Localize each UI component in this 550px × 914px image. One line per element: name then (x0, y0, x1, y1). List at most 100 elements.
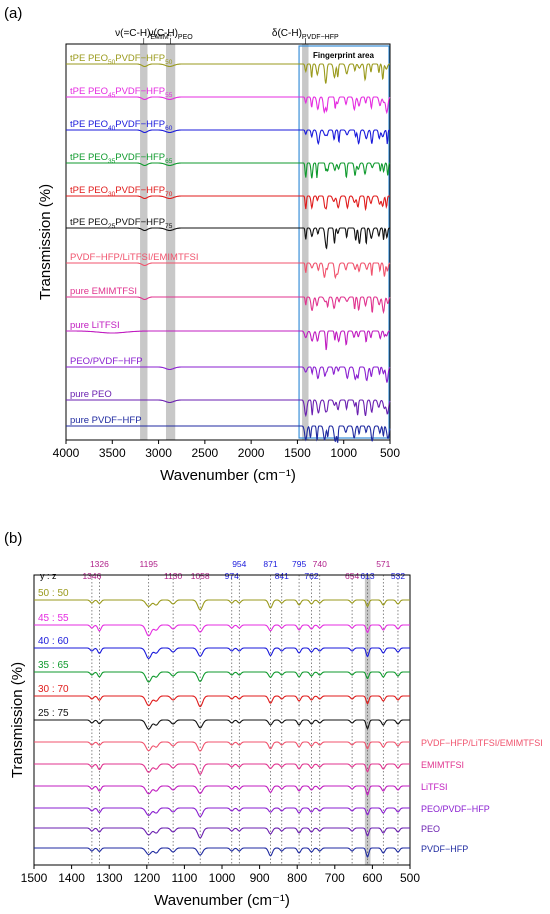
series-label-a: PVDF−HFP/LiTFSI/EMIMTFSI (70, 252, 199, 263)
x-tick-label-b: 500 (400, 871, 420, 885)
series-label-a: tPE PEO45PVDF−HFP55 (70, 86, 173, 99)
peak-label: 762 (304, 571, 318, 581)
panel-a: (a) ν(=C-H)EMIM⁺ν(C-H)PEO δ(C-H)PVDF−HFP Fi… (4, 5, 400, 484)
x-tick-label-a: 500 (380, 446, 400, 460)
y-axis-label-a: Transmission (%) (37, 184, 54, 300)
series-label-b: EMIMTFSI (421, 760, 464, 770)
peak-label: 532 (391, 571, 405, 581)
peak-label: 1346 (82, 571, 101, 581)
x-tick-label-a: 2500 (192, 446, 219, 460)
series-label-b: 25 : 75 (38, 708, 69, 719)
spectrum-line-a (66, 262, 391, 280)
x-tick-label-b: 1200 (133, 871, 160, 885)
spectrum-line-b (34, 847, 410, 858)
x-axis-label-b: Wavenumber (cm⁻¹) (154, 892, 290, 909)
spectrum-line-a (66, 296, 391, 315)
spectrum-line-b (34, 827, 410, 839)
peak-label: 795 (292, 559, 306, 569)
spectrum-line-b (34, 647, 410, 660)
peak-label: 740 (313, 559, 327, 569)
series-label-a: tPE PEO35PVDF−HFP65 (70, 152, 173, 165)
axes-frame-a (65, 43, 391, 441)
x-tick-label-b: 1300 (96, 871, 123, 885)
series-label-b: 30 : 70 (38, 684, 69, 695)
series-label-a: tPE PEO25PVDF−HFP75 (70, 217, 173, 230)
panel-b: (b) 1326 1195 954 871 795 740 571 1346 1130 1058 97… (4, 530, 543, 909)
fingerprint-box (298, 45, 390, 439)
spectrum-line-b (34, 695, 410, 708)
x-tick-label-a: 3000 (145, 446, 172, 460)
spectrum-line-b (34, 785, 410, 796)
spectrum-line-a (66, 63, 390, 84)
series-label-a: pure PEO (70, 389, 112, 400)
peak-label: 954 (232, 559, 246, 569)
series-label-b: 45 : 55 (38, 613, 69, 624)
series-label-b: PVDF−HFP (421, 844, 468, 854)
spectrum-line-b (34, 741, 410, 752)
spectrum-line-a (66, 227, 390, 250)
spectrum-line-b (34, 719, 410, 730)
band-label-0: ν(=C-H)EMIM⁺ (115, 28, 173, 41)
x-axis-label-a: Wavenumber (cm⁻¹) (160, 467, 296, 484)
series-label-b: LiTFSI (421, 782, 448, 792)
spectrum-line-a (66, 425, 391, 443)
x-tick-label-b: 700 (325, 871, 345, 885)
peak-label: 841 (275, 571, 289, 581)
x-tick-label-a: 2000 (238, 446, 265, 460)
series-label-b: 50 : 50 (38, 588, 69, 599)
band-2 (302, 44, 309, 440)
band-0 (140, 44, 148, 440)
spectrum-line-a (66, 162, 391, 179)
series-label-b: 40 : 60 (38, 636, 69, 647)
x-tick-label-b: 1100 (171, 871, 197, 885)
spectrum-line-b (34, 763, 410, 775)
x-tick-label-b: 1500 (21, 871, 48, 885)
x-tick-label-b: 600 (362, 871, 382, 885)
panel-label-a: (a) (4, 5, 22, 22)
spectrum-line-a (66, 399, 391, 418)
series-label-a: pure LiTFSI (70, 320, 120, 331)
y-axis-label-b: Transmission (%) (9, 662, 26, 778)
series-label-a: pure PVDF−HFP (70, 415, 142, 426)
x-tick-label-a: 1500 (284, 446, 311, 460)
series-label-b: PEO/PVDF−HFP (421, 804, 490, 814)
peak-label: 974 (225, 571, 239, 581)
series-label-b: PVDF−HFP/LiTFSI/EMIMTFSI (421, 738, 543, 748)
x-tick-label-b: 1400 (58, 871, 85, 885)
x-tick-label-a: 4000 (53, 446, 80, 460)
peak-label: 1058 (191, 571, 210, 581)
peak-label: 1130 (164, 571, 183, 581)
peak-label: 613 (360, 571, 374, 581)
band-1 (165, 44, 176, 440)
series-label-a: PEO/PVDF−HFP (70, 356, 143, 367)
spectrum-line-b (34, 671, 410, 683)
x-tick-label-b: 1000 (209, 871, 236, 885)
spectrum-line-a (66, 129, 390, 146)
spectrum-line-b (34, 807, 410, 818)
series-label-a: tPE PEO30PVDF−HFP70 (70, 185, 173, 198)
spectrum-line-b (34, 599, 410, 611)
peak-label: 571 (376, 559, 390, 569)
spectrum-line-a (66, 195, 390, 212)
peak-label: 654 (345, 571, 359, 581)
series-label-b: 35 : 65 (38, 660, 69, 671)
x-tick-label-b: 800 (287, 871, 307, 885)
band-label-2: δ(C-H)PVDF−HFP (272, 28, 339, 41)
x-tick-label-a: 3500 (99, 446, 126, 460)
series-label-b: PEO (421, 824, 440, 834)
spectrum-line-a (66, 330, 390, 351)
peak-label: 1195 (140, 559, 159, 569)
x-tick-label-b: 900 (250, 871, 270, 885)
band-label-1: ν(C-H)PEO (148, 28, 193, 41)
yz-label: y : z (40, 571, 57, 581)
series-label-a: tPE PEO50PVDF−HFP50 (70, 53, 173, 66)
fingerprint-label: Fingerprint area (313, 51, 374, 60)
series-label-a: tPE PEO40PVDF−HFP60 (70, 119, 173, 132)
spectrum-line-b (34, 624, 410, 637)
panel-label-b: (b) (4, 530, 22, 547)
spectrum-line-a (66, 366, 391, 383)
peak-label: 871 (263, 559, 277, 569)
x-tick-label-a: 1000 (330, 446, 357, 460)
peak-label: 1326 (90, 559, 109, 569)
